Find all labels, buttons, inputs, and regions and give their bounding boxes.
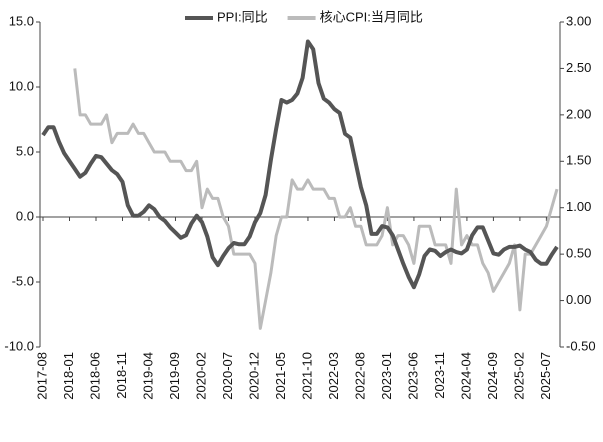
x-tick-label: 2020-02 [193,352,208,400]
y2-tick-label: 3.00 [566,13,591,28]
x-tick-label: 2025-07 [538,352,553,400]
x-tick-label: 2024-04 [458,352,473,400]
y-tick-label: 5.0 [16,143,34,158]
y-tick-label: 0.0 [16,208,34,223]
series-line [41,39,559,290]
y-tick-label: -5.0 [12,273,34,288]
series-line [73,68,559,330]
y2-tick-label: 2.00 [566,106,591,121]
y2-tick-label: 0.00 [566,292,591,307]
x-tick-label: 2022-03 [326,352,341,400]
y2-tick-label: 1.50 [566,153,591,168]
x-tick-label: 2025-02 [511,352,526,400]
x-tick-label: 2019-09 [167,352,182,400]
y2-tick-label: 0.50 [566,246,591,261]
x-tick-label: 2023-11 [432,352,447,399]
x-tick-label: 2019-04 [140,352,155,400]
x-tick-label: 2018-11 [114,352,129,399]
y-tick-label: 10.0 [9,78,34,93]
x-tick-label: 2020-12 [246,352,261,400]
y2-tick-label: 2.50 [566,60,591,75]
x-tick-label: 2023-06 [405,352,420,400]
x-tick-label: 2018-06 [87,352,102,400]
legend-label: 核心CPI:当月同比 [320,9,423,24]
y-tick-label: -10.0 [4,338,34,353]
x-tick-label: 2023-01 [379,352,394,400]
y2-tick-label: -0.50 [566,338,596,353]
x-tick-label: 2022-08 [352,352,367,400]
x-tick-label: 2020-07 [220,352,235,400]
x-tick-label: 2018-01 [61,352,76,400]
y2-tick-label: 1.00 [566,199,591,214]
x-tick-label: 2024-09 [485,352,500,400]
y-tick-label: 15.0 [9,13,34,28]
x-tick-label: 2021-10 [299,352,314,400]
x-tick-label: 2021-05 [273,352,288,400]
x-tick-label: 2017-08 [34,352,49,400]
legend-label: PPI:同比 [217,9,268,24]
